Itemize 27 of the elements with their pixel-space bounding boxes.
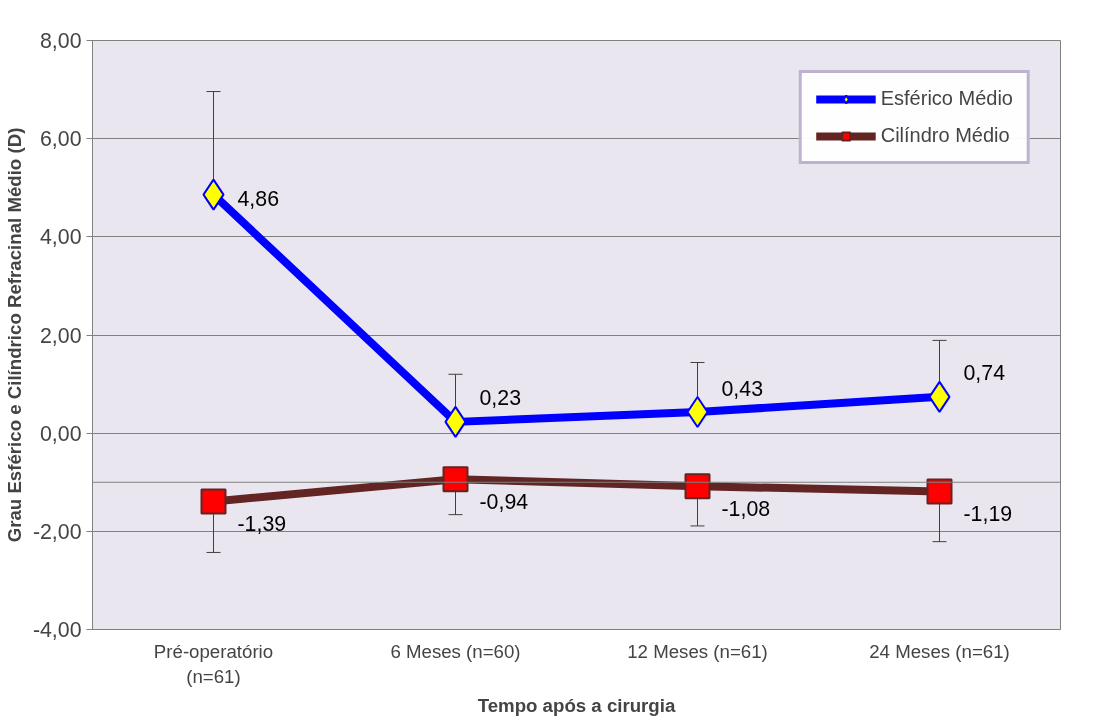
y-tick-label: -2,00 [32, 519, 82, 544]
y-tick-label: 8,00 [39, 29, 82, 53]
data-label: 0,43 [721, 376, 764, 401]
data-label: 0,23 [479, 386, 522, 411]
point [684, 473, 711, 500]
x-tick-label: 24 Meses (n=61) [869, 640, 1010, 662]
y-tick-label: 4,00 [39, 225, 82, 250]
x-axis-title: Tempo após a cirurgia [477, 694, 676, 716]
data-label: -1,39 [237, 511, 287, 536]
y-tick-label: 2,00 [39, 323, 82, 348]
point [442, 466, 469, 493]
data-label: -0,94 [479, 489, 529, 514]
y-tick-label: -4,00 [32, 618, 82, 642]
legend-label: Cilíndro Médio [880, 124, 1010, 147]
y-tick-label: 0,00 [39, 421, 82, 446]
data-label: -1,08 [721, 496, 771, 521]
data-label: 4,86 [237, 187, 280, 212]
x-tick-label: 12 Meses (n=61) [627, 640, 768, 662]
y-axis-title: Grau Esférico e Cilíndrico Refracinal Médio (D) [3, 127, 25, 543]
y-tick-label: 6,00 [39, 127, 82, 152]
point [926, 478, 953, 505]
x-tick-label: Pré-operatório (n=61) [153, 640, 274, 687]
point [200, 488, 227, 515]
data-label: 0,74 [963, 361, 1006, 386]
legend-label: Esférico Médio [880, 87, 1013, 110]
data-label: -1,19 [963, 502, 1013, 527]
x-tick-label: 6 Meses (n=60) [390, 640, 521, 662]
